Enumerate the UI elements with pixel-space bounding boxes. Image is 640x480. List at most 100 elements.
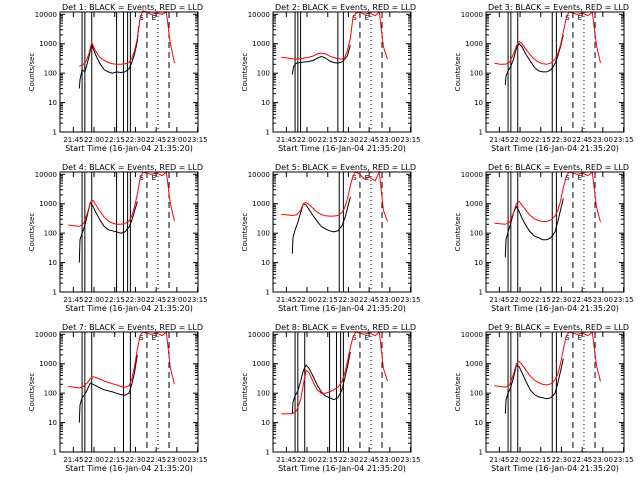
- y-tick-label: 10: [48, 419, 57, 427]
- x-tick-label: 23:00: [380, 296, 400, 304]
- marker-label: E: [365, 334, 369, 342]
- x-tick-label: 22:00: [84, 456, 104, 464]
- y-tick-label: 10000: [248, 171, 270, 179]
- chart-title: Det 7: BLACK = Events, RED = LLD: [62, 323, 203, 332]
- x-tick-label: 23:15: [400, 296, 420, 304]
- y-tick-label: 100: [257, 390, 270, 398]
- y-axis-label: Counts/sec: [241, 373, 249, 412]
- y-tick-label: 10000: [461, 331, 483, 339]
- lld-series-line: [281, 170, 388, 222]
- chart-title: Det 4: BLACK = Events, RED = LLD: [62, 163, 203, 172]
- y-tick-label: 10000: [35, 171, 57, 179]
- x-tick-label: 23:00: [167, 456, 187, 464]
- chart-title: Det 2: BLACK = Events, RED = LLD: [275, 3, 416, 12]
- x-tick-label: 22:00: [297, 296, 317, 304]
- y-tick-label: 10: [261, 419, 270, 427]
- chart-panel: Det 9: BLACK = Events, RED = LLD S E 1 10 100…: [454, 323, 634, 473]
- y-tick-label: 10: [261, 259, 270, 267]
- y-tick-label: 100: [470, 390, 483, 398]
- y-tick-label: 10: [474, 99, 483, 107]
- plot-frame: [59, 331, 199, 453]
- x-tick-label: 22:30: [551, 296, 571, 304]
- marker-label: E: [578, 334, 582, 342]
- x-tick-label: 22:15: [318, 136, 338, 144]
- marker-label: E: [152, 334, 156, 342]
- x-tick-label: 21:45: [63, 456, 83, 464]
- lld-series-line: [494, 330, 601, 388]
- events-series-line: [504, 34, 564, 85]
- x-tick-label: 22:15: [531, 456, 551, 464]
- x-tick-label: 23:00: [380, 456, 400, 464]
- x-tick-label: 22:15: [105, 296, 125, 304]
- y-tick-label: 10000: [35, 11, 57, 19]
- y-tick-label: 10000: [461, 11, 483, 19]
- x-tick-label: 22:45: [146, 136, 166, 144]
- x-tick-label: 22:00: [297, 456, 317, 464]
- y-tick-label: 100: [44, 230, 57, 238]
- x-tick-label: 22:15: [531, 136, 551, 144]
- y-tick-label: 100: [44, 390, 57, 398]
- y-tick-label: 10: [48, 99, 57, 107]
- y-tick-label: 1: [266, 129, 270, 137]
- lld-series-line: [494, 10, 601, 65]
- x-axis-label: Start Time (16-Jan-04 21:35:20): [65, 464, 193, 473]
- marker-label: S: [139, 334, 144, 342]
- x-tick-label: 23:00: [167, 296, 187, 304]
- y-axis-label: Counts/sec: [454, 373, 462, 412]
- marker-label: S: [139, 14, 144, 22]
- y-tick-label: 1000: [465, 40, 483, 48]
- marker-label: S: [565, 174, 570, 182]
- marker-label: E: [152, 174, 156, 182]
- y-axis-label: Counts/sec: [241, 53, 249, 92]
- x-tick-label: 23:15: [613, 296, 633, 304]
- x-axis-label: Start Time (16-Jan-04 21:35:20): [278, 464, 406, 473]
- x-tick-label: 22:45: [359, 136, 379, 144]
- y-tick-label: 100: [470, 230, 483, 238]
- chart-title: Det 1: BLACK = Events, RED = LLD: [62, 3, 203, 12]
- x-tick-label: 22:30: [551, 456, 571, 464]
- y-tick-label: 1: [53, 449, 57, 457]
- chart-title: Det 9: BLACK = Events, RED = LLD: [488, 323, 629, 332]
- x-tick-label: 21:45: [276, 456, 296, 464]
- x-tick-label: 22:15: [105, 456, 125, 464]
- y-tick-label: 1000: [39, 200, 57, 208]
- events-series-line: [78, 25, 140, 89]
- x-tick-label: 22:15: [318, 296, 338, 304]
- marker-label: E: [578, 14, 582, 22]
- chart-panel: Det 1: BLACK = Events, RED = LLD S E 1 10 100…: [28, 3, 208, 153]
- x-tick-label: 22:45: [572, 456, 592, 464]
- lld-series-line: [68, 171, 175, 227]
- y-axis-label: Counts/sec: [28, 213, 36, 252]
- x-axis-label: Start Time (16-Jan-04 21:35:20): [278, 144, 406, 153]
- x-tick-label: 22:15: [318, 456, 338, 464]
- marker-label: S: [352, 14, 357, 22]
- y-axis-label: Counts/sec: [454, 213, 462, 252]
- marker-label: E: [365, 14, 369, 22]
- x-tick-label: 21:45: [489, 456, 509, 464]
- y-tick-label: 100: [470, 70, 483, 78]
- y-tick-label: 1000: [39, 40, 57, 48]
- x-tick-label: 21:45: [63, 296, 83, 304]
- x-tick-label: 23:00: [380, 136, 400, 144]
- y-tick-label: 1000: [39, 360, 57, 368]
- marker-label: S: [352, 174, 357, 182]
- x-tick-label: 21:45: [63, 136, 83, 144]
- x-tick-label: 22:15: [531, 296, 551, 304]
- y-tick-label: 10000: [461, 171, 483, 179]
- x-tick-label: 22:45: [359, 456, 379, 464]
- marker-label: S: [565, 14, 570, 22]
- x-tick-label: 23:00: [167, 136, 187, 144]
- chart-panel: Det 8: BLACK = Events, RED = LLD S E 1 10 100…: [241, 323, 421, 473]
- lld-series-line: [281, 330, 388, 415]
- y-tick-label: 1: [479, 289, 483, 297]
- marker-label: S: [565, 334, 570, 342]
- lld-series-line: [281, 10, 388, 60]
- marker-label: E: [578, 174, 582, 182]
- x-tick-label: 23:15: [187, 296, 207, 304]
- x-tick-label: 23:15: [400, 136, 420, 144]
- x-tick-label: 22:00: [510, 296, 530, 304]
- x-tick-label: 23:15: [400, 456, 420, 464]
- y-tick-label: 1: [479, 129, 483, 137]
- y-tick-label: 100: [257, 230, 270, 238]
